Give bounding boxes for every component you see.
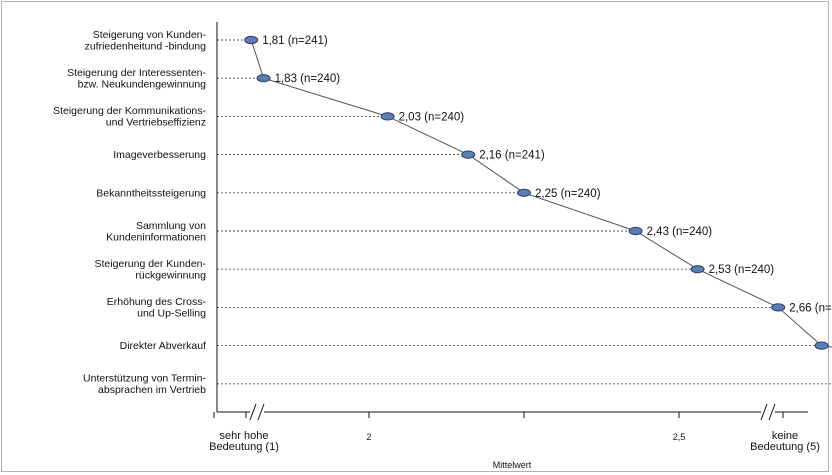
category-label: Steigerung von Kunden-zufriedenheitund -… — [85, 29, 207, 53]
data-label: 1,81 (n=241) — [262, 35, 328, 47]
data-point — [628, 226, 643, 236]
category-label: Imageverbesserung — [113, 149, 206, 161]
x-axis: Mittelwert — [216, 22, 808, 470]
axis-break-slash — [249, 403, 257, 421]
data-label: 2,66 (n=229) — [789, 302, 832, 314]
data-labels: 1,81 (n=241) 1,83 (n=240) 2,03 (n=240) 2,16… — [262, 35, 832, 314]
data-point — [814, 341, 829, 350]
x-axis-ticks: 22,53 — [213, 412, 784, 442]
category-labels: Steigerung von Kunden-zufriedenheitund -… — [53, 29, 206, 396]
data-point — [690, 265, 705, 274]
axis-end-labels: sehr hohe Bedeutung (1) keine Bedeutung (5) — [209, 430, 820, 453]
axis-break-gap — [761, 409, 775, 415]
axis-break-gap — [250, 409, 264, 415]
series-mean-values — [244, 35, 832, 350]
category-label: Direkter Abverkauf — [120, 340, 206, 352]
x-tick-label: 2,5 — [673, 432, 686, 442]
data-label: 1,83 (n=240) — [275, 73, 341, 85]
axis-end-label-right: keine Bedeutung (5) — [750, 430, 820, 453]
axis-break-marks — [249, 403, 776, 421]
category-label: Bekanntheitssteigerung — [96, 187, 206, 199]
data-point — [517, 188, 531, 197]
axis-break-slash — [768, 403, 776, 421]
axis-break-slash — [257, 403, 265, 421]
series-line — [250, 39, 832, 348]
x-axis-title: Mittelwert — [493, 460, 532, 470]
category-label: Steigerung der Interessenten-bzw. Neukun… — [67, 67, 206, 91]
category-label: Steigerung der Kunden-rückgewinnung — [95, 258, 207, 282]
data-point — [244, 35, 259, 45]
data-label: 2,53 (n=240) — [709, 264, 775, 276]
data-point — [380, 112, 395, 121]
data-label: 2,25 (n=240) — [535, 188, 601, 200]
category-label: Steigerung der Kommunikations-und Vertri… — [53, 105, 206, 128]
data-label: 2,43 (n=240) — [647, 226, 713, 238]
category-label: Unterstützung von Termin-absprachen im V… — [83, 373, 206, 397]
category-label: Sammlung von Kundeninformationen — [106, 220, 206, 244]
data-point — [256, 74, 271, 83]
data-point — [461, 150, 476, 159]
axis-break-slash — [760, 403, 768, 421]
data-point — [771, 303, 786, 312]
category-label: Erhöhung des Cross-und Up-Selling — [107, 296, 207, 320]
data-label: 2,16 (n=241) — [479, 150, 545, 162]
x-tick-label: 2 — [366, 432, 371, 442]
data-label: 2,03 (n=240) — [399, 111, 465, 123]
axis-end-label-left: sehr hohe Bedeutung (1) — [209, 430, 279, 453]
dotted-guide-lines — [217, 39, 832, 385]
